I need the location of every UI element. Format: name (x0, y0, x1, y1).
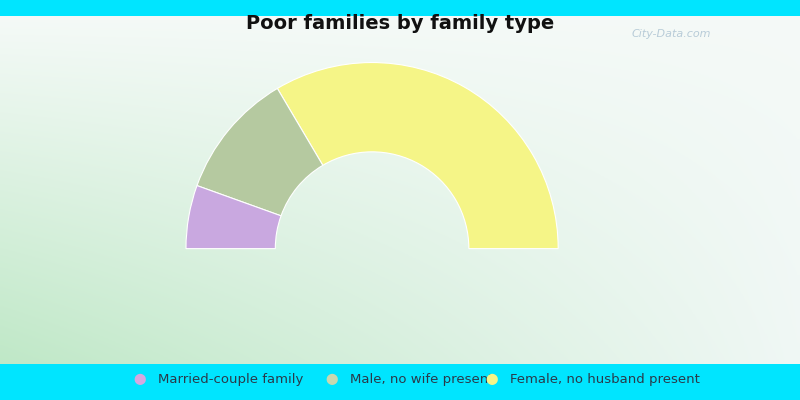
Wedge shape (197, 88, 323, 216)
Text: ⬤: ⬤ (486, 374, 498, 385)
Text: ⬤: ⬤ (134, 374, 146, 385)
Wedge shape (186, 186, 281, 249)
Text: ⬤: ⬤ (326, 374, 338, 385)
Text: Married-couple family: Married-couple family (158, 373, 303, 386)
Text: City-Data.com: City-Data.com (631, 29, 710, 39)
Text: Male, no wife present: Male, no wife present (350, 373, 493, 386)
Text: Female, no husband present: Female, no husband present (510, 373, 699, 386)
Text: Poor families by family type: Poor families by family type (246, 14, 554, 33)
Wedge shape (278, 62, 558, 249)
